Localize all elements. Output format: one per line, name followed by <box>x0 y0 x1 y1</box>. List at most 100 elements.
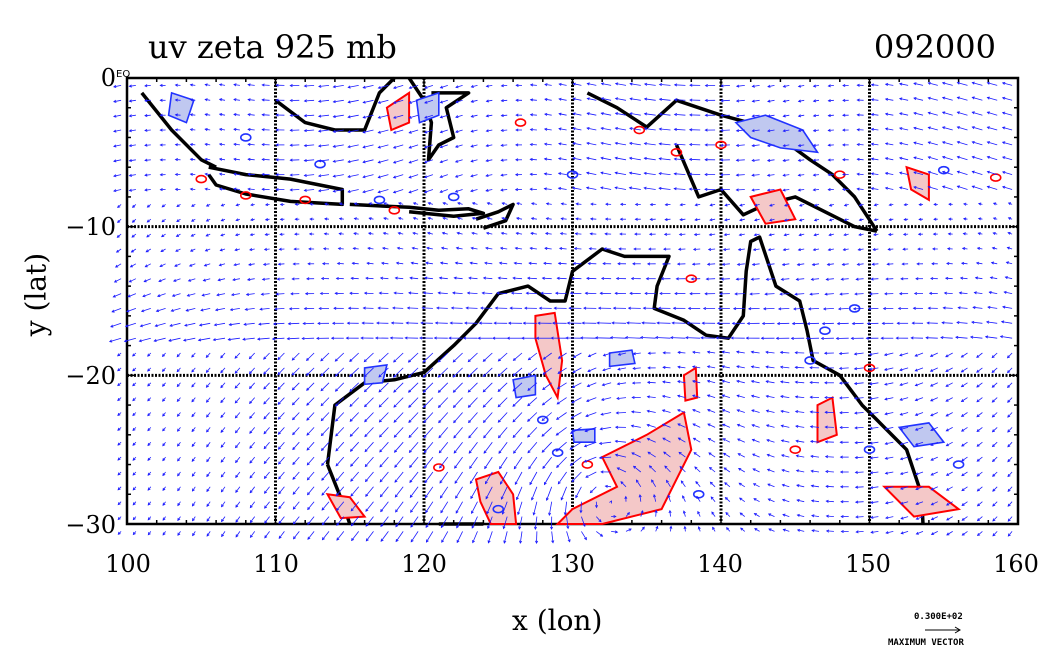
wind-vector-head <box>378 374 382 378</box>
wind-vector <box>855 516 864 518</box>
wind-vector-head <box>307 507 311 511</box>
wind-vector <box>160 248 166 252</box>
wind-vector <box>781 425 790 428</box>
vorticity-positive-contour <box>633 125 646 135</box>
wind-vector-head <box>132 383 136 387</box>
wind-vector <box>487 217 493 220</box>
wind-vector <box>1007 367 1013 373</box>
wind-vector-head <box>424 100 428 104</box>
wind-vector <box>304 174 315 176</box>
wind-vector-head <box>782 158 786 162</box>
wind-vector-head <box>555 448 559 452</box>
wind-vector <box>438 367 449 378</box>
wind-vector-head <box>132 531 136 536</box>
wind-vector-head <box>961 503 965 506</box>
wind-vector-head <box>147 532 151 536</box>
wind-vector-head <box>571 276 575 280</box>
wind-vector-head <box>249 505 253 509</box>
wind-vector-head <box>704 128 708 132</box>
wind-vector-head <box>437 374 441 378</box>
wind-vector-head <box>992 202 997 206</box>
wind-vector <box>692 351 701 354</box>
wind-vector <box>721 85 730 87</box>
wind-vector <box>424 159 434 163</box>
wind-vector <box>214 322 226 326</box>
wind-vector-head <box>542 371 546 375</box>
wind-vector-head <box>1007 533 1011 537</box>
wind-vector-head <box>839 425 843 430</box>
wind-vector <box>780 366 790 369</box>
wind-vector-head <box>332 144 336 148</box>
wind-vector-head <box>828 233 832 237</box>
wind-vector-head <box>795 439 799 443</box>
wind-vector-head <box>589 490 593 494</box>
wind-vector <box>304 144 315 147</box>
wind-vector <box>336 531 345 541</box>
wind-vector <box>470 174 478 177</box>
wind-vector <box>610 337 627 339</box>
wind-vector <box>659 173 671 175</box>
wind-vector <box>307 486 315 495</box>
wind-vector-head <box>873 232 877 237</box>
wind-vector-head <box>379 276 384 280</box>
wind-vector-head <box>162 443 166 447</box>
vorticity-positive-contour <box>989 173 1002 182</box>
wind-vector <box>575 486 582 498</box>
wind-vector <box>642 322 656 324</box>
wind-vector-head <box>692 350 696 354</box>
wind-vector <box>249 367 255 374</box>
wind-vector <box>511 292 523 294</box>
wind-vector-head <box>1007 370 1011 374</box>
wind-vector <box>899 142 909 146</box>
wind-vector-head <box>945 473 950 476</box>
wind-vector <box>781 469 790 473</box>
wind-vector-head <box>838 381 843 385</box>
wind-vector <box>780 395 790 398</box>
wind-vector <box>885 113 894 116</box>
wind-vector-head <box>628 141 633 146</box>
wind-vector <box>113 144 122 147</box>
wind-vector <box>913 97 924 101</box>
wind-vector-head <box>917 247 921 251</box>
wind-vector <box>810 411 820 413</box>
wind-vector-head <box>569 431 574 434</box>
wind-vector <box>483 441 493 454</box>
wind-vector <box>586 157 597 161</box>
wind-vector <box>783 99 790 102</box>
wind-vector <box>559 98 567 101</box>
wind-vector-head <box>117 397 121 402</box>
wind-vector <box>677 395 686 398</box>
wind-vector <box>663 451 671 458</box>
wind-vector <box>191 352 196 358</box>
wind-vector-head <box>457 202 461 205</box>
wind-vector-head <box>583 306 587 310</box>
wind-vector-head <box>332 129 336 133</box>
wind-vector <box>991 352 998 358</box>
wind-vector <box>501 232 508 235</box>
wind-vector-head <box>782 513 786 517</box>
wind-vector-head <box>289 98 293 103</box>
wind-vector-head <box>797 158 801 162</box>
wind-vector-head <box>779 350 784 355</box>
wind-vector <box>113 85 122 88</box>
wind-vector-head <box>599 427 603 431</box>
wind-vector <box>782 484 790 488</box>
wind-vector-head <box>289 113 293 117</box>
wind-vector-head <box>261 187 265 191</box>
wind-vector <box>221 486 226 493</box>
wind-vector <box>512 397 523 407</box>
wind-vector-head <box>557 371 561 374</box>
wind-vector <box>798 114 805 117</box>
wind-vector <box>531 202 537 205</box>
wind-vector <box>276 293 285 295</box>
wind-vector <box>976 412 983 418</box>
wind-vector <box>625 512 630 517</box>
wind-vector-head <box>809 440 814 444</box>
wind-vector-head <box>542 387 546 390</box>
wind-vector-head <box>813 218 818 222</box>
wind-vector <box>379 471 389 483</box>
wind-vector <box>530 129 537 131</box>
wind-vector <box>499 456 508 469</box>
wind-vector <box>751 366 760 369</box>
wind-vector-head <box>362 100 366 104</box>
